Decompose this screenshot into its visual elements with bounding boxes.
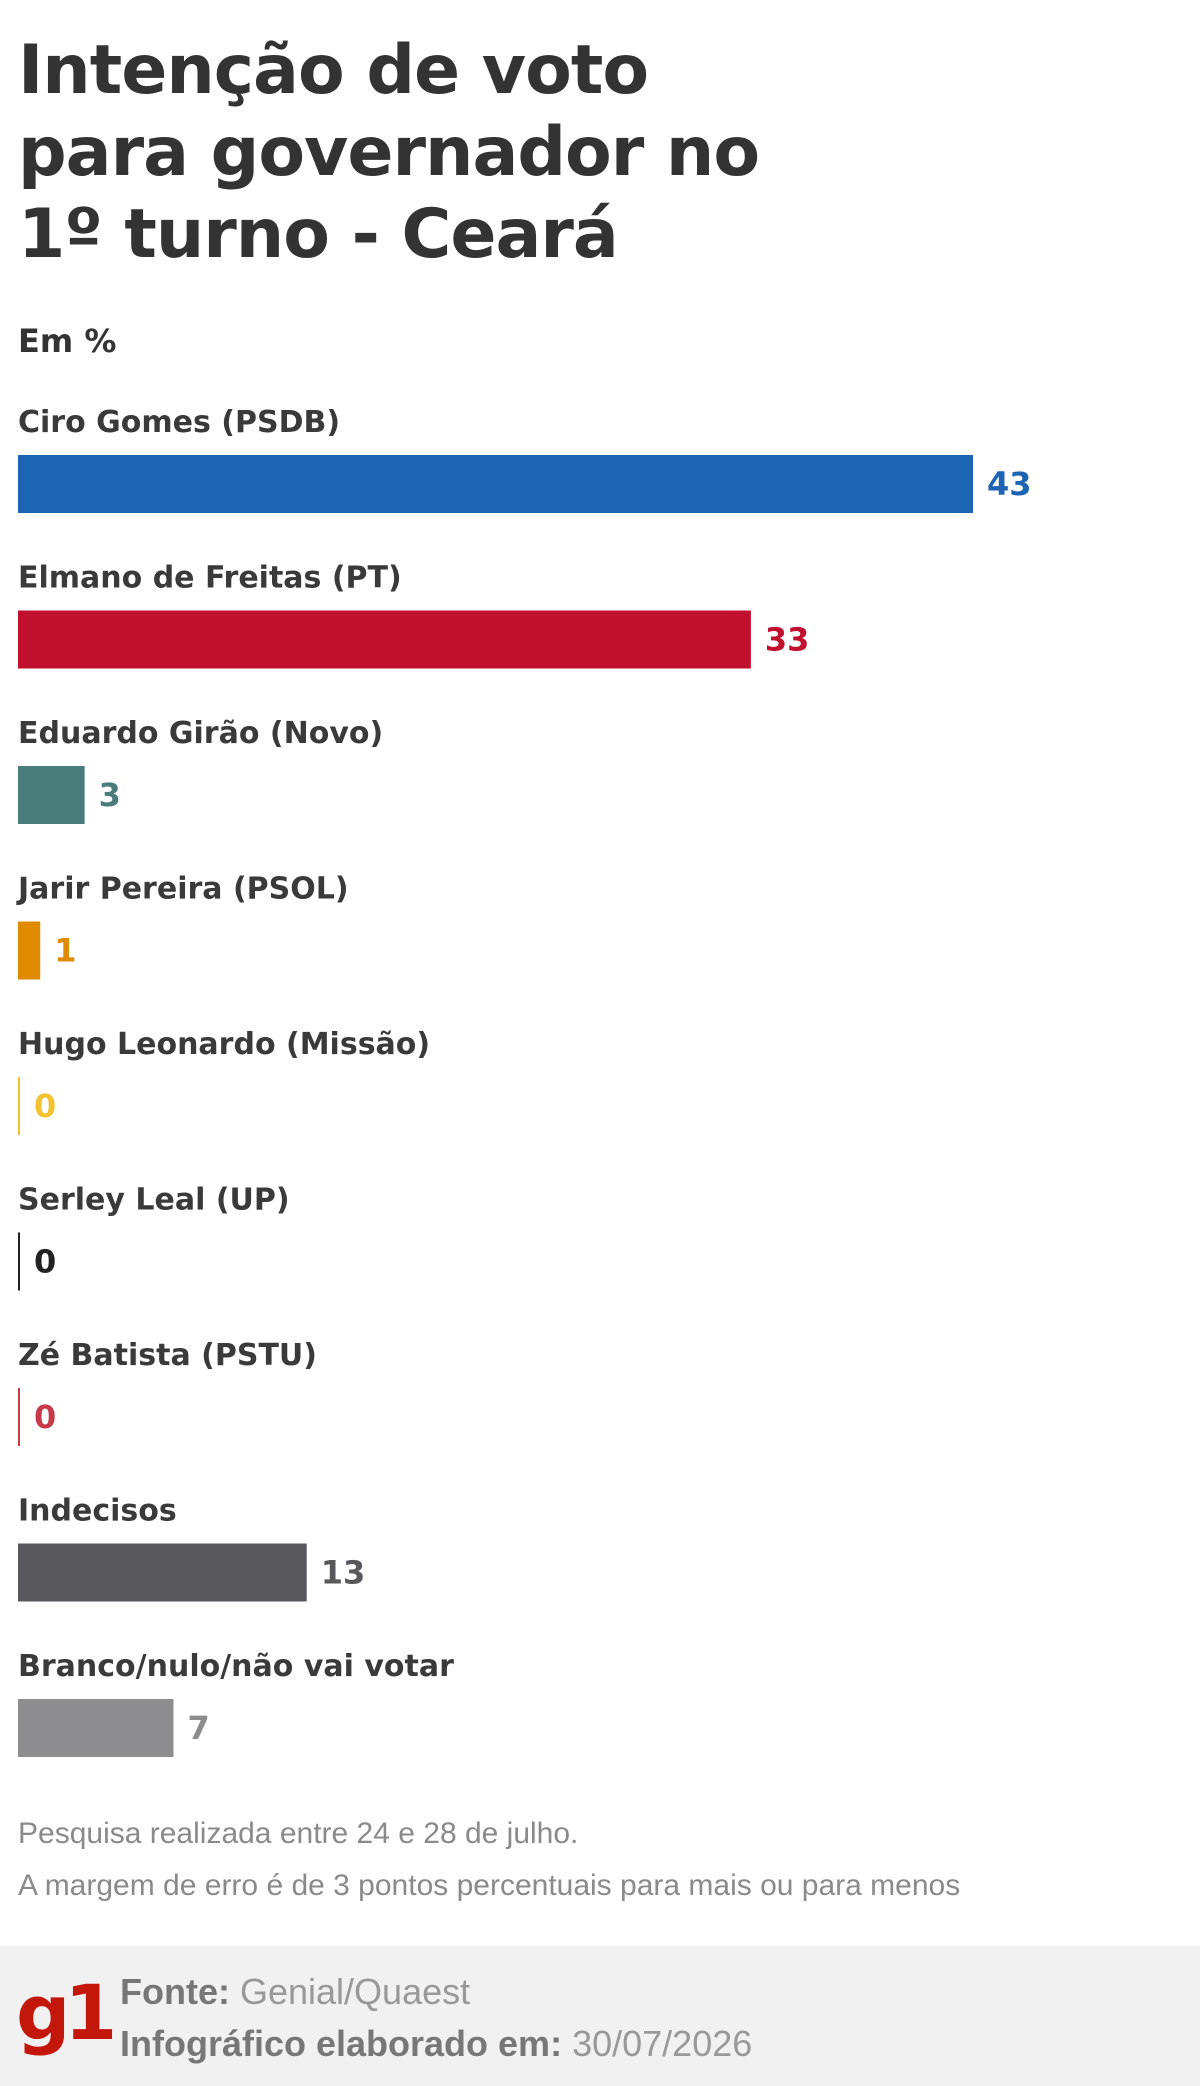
category-label: Branco/nulo/não vai votar: [18, 1649, 454, 1684]
value-label: 1: [54, 932, 76, 970]
source-value: Genial/Quaest: [239, 1971, 471, 2012]
category-label: Jarir Pereira (PSOL): [16, 872, 349, 907]
title-line-3: 1º turno - Ceará: [18, 195, 619, 274]
category-label: Eduardo Girão (Novo): [18, 716, 383, 751]
bar: [18, 766, 85, 824]
chart-title: Intenção de voto para governador no 1º t…: [18, 30, 918, 276]
credits: Fonte: Genial/Quaest Infográfico elabora…: [120, 1966, 752, 2070]
notes: Pesquisa realizada entre 24 e 28 de julh…: [18, 1808, 960, 1912]
category-label: Indecisos: [18, 1494, 177, 1529]
note-margin-of-error: A margem de erro é de 3 pontos percentua…: [18, 1869, 961, 1902]
value-label: 43: [987, 465, 1032, 503]
category-label: Serley Leal (UP): [18, 1183, 290, 1218]
title-line-2: para governador no: [18, 113, 760, 192]
date-label: Infográfico elaborado em:: [120, 2023, 563, 2064]
bar: [18, 1543, 307, 1602]
value-label: 0: [34, 1243, 56, 1281]
category-label: Zé Batista (PSTU): [18, 1338, 317, 1373]
value-label: 33: [765, 621, 810, 659]
bar-chart: Ciro Gomes (PSDB) 43 Elmano de Freitas (PT…: [16, 405, 1032, 1757]
note-survey-dates: Pesquisa realizada entre 24 e 28 de julh…: [18, 1817, 579, 1850]
category-label: Hugo Leonardo (Missão): [18, 1027, 430, 1062]
unit-label: Em %: [18, 322, 117, 360]
value-label: 13: [321, 1554, 366, 1592]
g1-logo: g1: [16, 1968, 117, 2057]
value-label: 0: [34, 1398, 56, 1436]
category-label: Elmano de Freitas (PT): [18, 561, 402, 596]
bar: [18, 455, 973, 513]
date-line: Infográfico elaborado em: 30/07/2026: [120, 2018, 752, 2070]
bar: [18, 1077, 20, 1135]
footer: g1 Fonte: Genial/Quaest Infográfico elab…: [0, 1946, 1200, 2086]
bar: [18, 921, 41, 980]
value-label: 3: [99, 776, 121, 814]
bar: [18, 1699, 174, 1757]
date-value: 30/07/2026: [572, 2023, 753, 2064]
source-label: Fonte:: [120, 1971, 230, 2012]
title-line-1: Intenção de voto: [18, 31, 649, 110]
category-label: Ciro Gomes (PSDB): [18, 405, 340, 440]
source-line: Fonte: Genial/Quaest: [120, 1966, 752, 2018]
bar: [18, 610, 751, 669]
value-label: 0: [34, 1087, 56, 1125]
bar: [18, 1388, 20, 1446]
value-label: 7: [187, 1709, 209, 1747]
bar: [18, 1232, 20, 1291]
